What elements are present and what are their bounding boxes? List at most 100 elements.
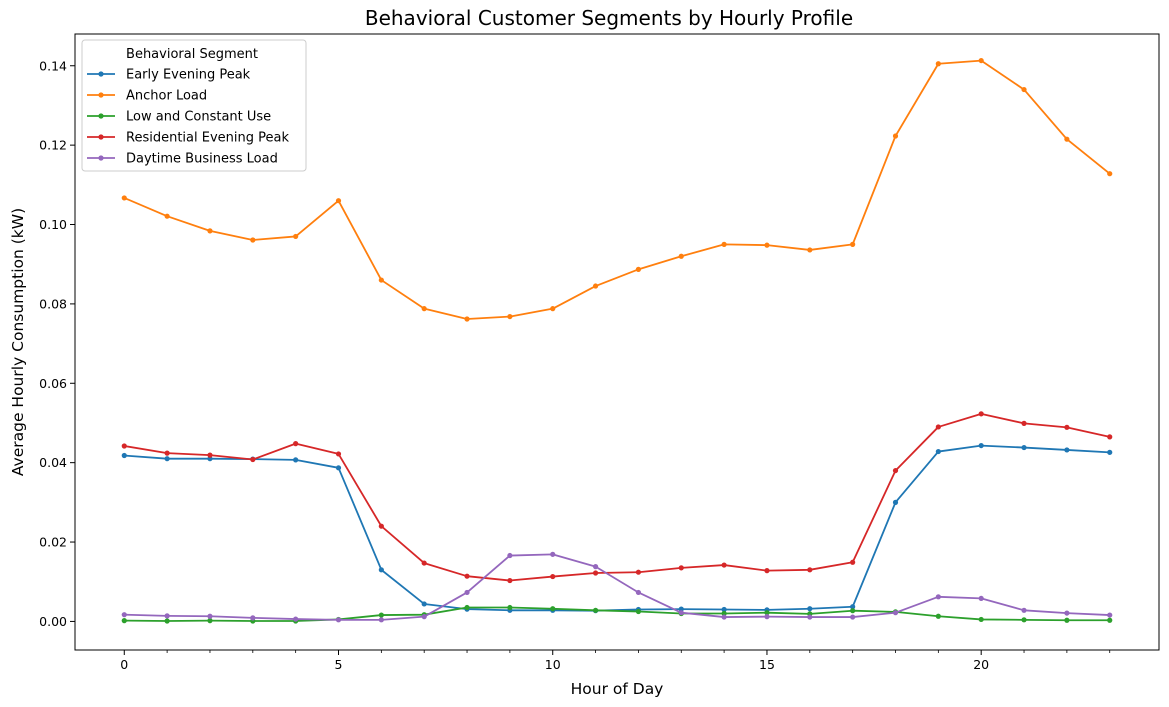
legend-entry-residential-evening-peak: Residential Evening Peak bbox=[87, 131, 289, 146]
data-point-early-evening-peak bbox=[935, 448, 941, 455]
data-point-low-and-constant-use bbox=[207, 618, 213, 624]
data-point-early-evening-peak bbox=[378, 567, 384, 573]
y-tick-label: 0.00 bbox=[39, 614, 67, 629]
data-point-low-and-constant-use bbox=[764, 610, 770, 616]
data-point-low-and-constant-use bbox=[978, 616, 984, 623]
data-point-residential-evening-peak bbox=[764, 568, 770, 574]
data-point-residential-evening-peak bbox=[464, 573, 470, 579]
data-point-anchor-load bbox=[464, 316, 470, 322]
data-point-residential-evening-peak bbox=[1107, 434, 1113, 440]
data-point-residential-evening-peak bbox=[635, 569, 642, 575]
data-point-residential-evening-peak bbox=[978, 411, 984, 417]
x-axis-label: Hour of Day bbox=[571, 680, 664, 698]
data-point-daytime-business-load bbox=[507, 552, 513, 559]
data-point-anchor-load bbox=[978, 57, 984, 64]
data-point-anchor-load bbox=[1021, 86, 1027, 93]
data-point-early-evening-peak bbox=[978, 442, 984, 449]
y-tick-label: 0.10 bbox=[39, 217, 67, 232]
y-tick-label: 0.06 bbox=[39, 376, 67, 391]
series-line-early-evening-peak bbox=[124, 444, 1110, 612]
data-point-residential-evening-peak bbox=[721, 562, 727, 568]
legend-label: Residential Evening Peak bbox=[126, 131, 289, 146]
x-tick-label: 0 bbox=[120, 657, 128, 672]
data-point-anchor-load bbox=[550, 306, 556, 312]
data-point-early-evening-peak bbox=[678, 606, 684, 612]
data-point-residential-evening-peak bbox=[1021, 420, 1027, 426]
legend: Behavioral Segment Early Evening Peak Anc… bbox=[81, 39, 307, 172]
legend-box bbox=[81, 39, 307, 172]
y-tick-label: 0.12 bbox=[39, 138, 67, 153]
y-axis: 0.00 0.02 0.04 0.06 0.08 0.10 0.12 0.14 bbox=[39, 58, 75, 629]
data-point-daytime-business-load bbox=[978, 595, 984, 602]
data-point-low-and-constant-use bbox=[1107, 617, 1113, 623]
series-line-daytime-business-load bbox=[124, 553, 1110, 621]
data-point-daytime-business-load bbox=[250, 615, 256, 621]
legend-entries: Early Evening Peak Anchor Load Low and Con… bbox=[87, 68, 289, 167]
x-tick-label: 10 bbox=[545, 657, 561, 672]
x-tick-label: 20 bbox=[973, 657, 989, 672]
legend-label: Low and Constant Use bbox=[126, 110, 271, 125]
data-point-anchor-load bbox=[635, 266, 642, 272]
data-point-residential-evening-peak bbox=[892, 467, 899, 474]
data-point-early-evening-peak bbox=[164, 456, 170, 462]
data-point-anchor-load bbox=[250, 237, 256, 243]
legend-marker bbox=[98, 71, 104, 77]
data-point-daytime-business-load bbox=[1107, 612, 1113, 618]
data-point-early-evening-peak bbox=[892, 499, 899, 505]
series-low-and-constant-use bbox=[121, 604, 1113, 624]
data-point-residential-evening-peak bbox=[121, 443, 127, 449]
x-axis: 0 5 10 15 20 bbox=[120, 650, 1111, 672]
data-point-residential-evening-peak bbox=[678, 565, 684, 571]
data-point-anchor-load bbox=[807, 247, 813, 253]
data-point-low-and-constant-use bbox=[721, 610, 727, 617]
legend-marker bbox=[98, 155, 104, 161]
plot-frame bbox=[74, 33, 1160, 651]
data-point-anchor-load bbox=[764, 242, 770, 248]
data-point-daytime-business-load bbox=[764, 614, 770, 620]
data-point-early-evening-peak bbox=[1107, 449, 1113, 455]
data-point-anchor-load bbox=[1107, 171, 1113, 177]
data-point-early-evening-peak bbox=[721, 606, 727, 613]
data-point-low-and-constant-use bbox=[121, 618, 127, 624]
series-line-low-and-constant-use bbox=[124, 606, 1110, 622]
data-point-low-and-constant-use bbox=[1021, 617, 1027, 623]
data-point-anchor-load bbox=[935, 61, 941, 67]
series-daytime-business-load bbox=[121, 551, 1113, 623]
data-point-low-and-constant-use bbox=[378, 612, 384, 618]
data-point-daytime-business-load bbox=[550, 551, 556, 557]
data-point-residential-evening-peak bbox=[850, 559, 856, 565]
data-point-daytime-business-load bbox=[721, 614, 727, 620]
legend-marker bbox=[98, 113, 104, 119]
data-point-low-and-constant-use bbox=[164, 618, 170, 624]
legend-label: Anchor Load bbox=[126, 89, 207, 104]
data-point-residential-evening-peak bbox=[293, 441, 299, 447]
data-point-low-and-constant-use bbox=[1064, 617, 1070, 623]
data-point-early-evening-peak bbox=[207, 456, 213, 462]
data-point-anchor-load bbox=[892, 133, 899, 139]
legend-marker bbox=[98, 92, 104, 98]
legend-title: Behavioral Segment bbox=[126, 47, 258, 62]
data-point-residential-evening-peak bbox=[550, 573, 556, 580]
data-point-low-and-constant-use bbox=[850, 608, 856, 614]
series-early-evening-peak bbox=[121, 442, 1113, 614]
x-tick-label: 15 bbox=[759, 657, 775, 672]
data-point-early-evening-peak bbox=[121, 452, 127, 459]
data-point-low-and-constant-use bbox=[550, 606, 556, 612]
y-tick-label: 0.02 bbox=[39, 535, 67, 550]
data-point-low-and-constant-use bbox=[592, 607, 599, 613]
data-point-anchor-load bbox=[378, 277, 384, 283]
data-point-low-and-constant-use bbox=[635, 608, 642, 615]
series-line-anchor-load bbox=[123, 59, 1111, 320]
y-tick-label: 0.14 bbox=[39, 58, 67, 73]
data-point-low-and-constant-use bbox=[507, 604, 513, 611]
chart-title: Behavioral Customer Segments by Hourly P… bbox=[365, 6, 853, 30]
data-point-anchor-load bbox=[721, 241, 727, 247]
data-point-early-evening-peak bbox=[335, 465, 342, 471]
data-point-anchor-load bbox=[207, 228, 213, 234]
data-point-early-evening-peak bbox=[850, 604, 856, 610]
data-point-daytime-business-load bbox=[807, 614, 813, 620]
data-point-residential-evening-peak bbox=[378, 523, 384, 529]
data-point-daytime-business-load bbox=[678, 610, 684, 616]
legend-entry-anchor-load: Anchor Load bbox=[87, 89, 207, 104]
